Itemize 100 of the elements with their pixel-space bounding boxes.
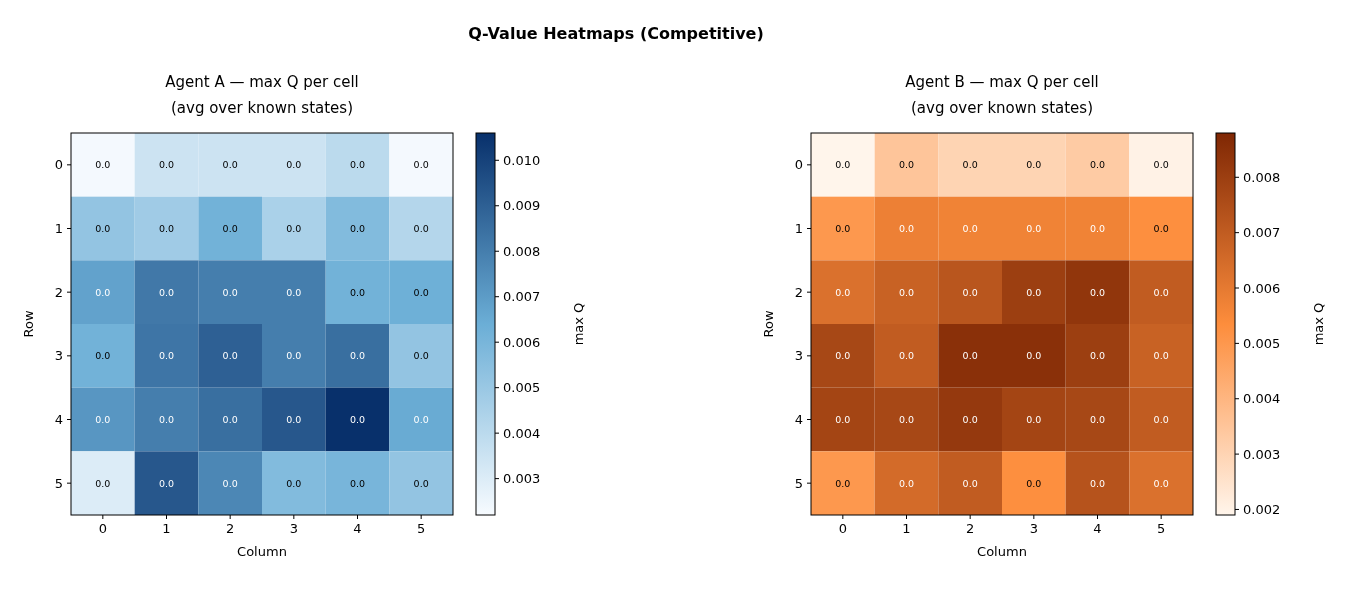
x-axis-title: Column [237, 544, 287, 559]
x-tick-label: 0 [98, 521, 107, 536]
x-tick-label: 1 [162, 521, 171, 536]
data-label: 0.0 [898, 477, 915, 489]
data-label: 0.0 [349, 286, 366, 298]
data-label: 0.0 [286, 223, 302, 234]
color-bar-label: 0.007 [1243, 225, 1281, 241]
data-label: 0.0 [286, 477, 302, 489]
data-label: 0.0 [835, 286, 851, 298]
color-bar-label: 0.009 [503, 198, 541, 214]
data-label: 0.0 [962, 286, 978, 298]
x-tick-label: 3 [289, 521, 298, 536]
x-tick-label: 4 [353, 521, 362, 536]
data-label: 0.0 [1026, 223, 1042, 234]
y-tick-label: 3 [54, 348, 63, 364]
data-label: 0.0 [349, 414, 366, 425]
y-tick-label: 0 [794, 157, 803, 173]
x-tick-label: 5 [1157, 521, 1166, 536]
data-label: 0.0 [962, 223, 978, 234]
y-axis-title: Row [21, 310, 36, 338]
data-label: 0.0 [95, 223, 111, 234]
chart-title: Agent B — max Q per cell (avg over known states) [905, 73, 1099, 117]
data-label: 0.0 [1026, 414, 1042, 425]
color-bar-label: 0.006 [503, 334, 541, 350]
data-label: 0.0 [1026, 286, 1042, 298]
y-tick-label: 5 [794, 475, 803, 491]
color-bar-label: 0.010 [503, 152, 541, 168]
data-label: 0.0 [222, 477, 238, 489]
data-label: 0.0 [1089, 350, 1106, 362]
data-label: 0.0 [349, 223, 366, 234]
y-tick-label: 2 [54, 284, 63, 300]
data-label: 0.0 [95, 414, 111, 425]
data-label: 0.0 [349, 477, 366, 489]
data-label: 0.0 [835, 223, 851, 234]
x-tick-label: 1 [902, 521, 911, 536]
y-tick-label: 4 [54, 412, 63, 427]
data-label: 0.0 [835, 350, 851, 362]
x-tick-label: 5 [417, 521, 426, 536]
x-axis-title: Column [977, 544, 1027, 559]
data-label: 0.0 [1026, 159, 1042, 171]
data-label: 0.0 [1026, 350, 1042, 362]
data-label: 0.0 [222, 159, 238, 171]
data-label: 0.0 [286, 286, 302, 298]
y-tick-label: 1 [794, 221, 803, 236]
data-label: 0.0 [962, 414, 978, 425]
data-label: 0.0 [1089, 477, 1106, 489]
x-tick-label: 4 [1093, 521, 1102, 536]
data-label: 0.0 [898, 414, 915, 425]
data-label: 0.0 [95, 350, 111, 362]
data-label: 0.0 [158, 286, 175, 298]
data-label: 0.0 [413, 477, 429, 489]
color-bar-label: 0.005 [503, 380, 541, 396]
data-label: 0.0 [222, 414, 238, 425]
y-tick-label: 1 [54, 221, 63, 236]
data-label: 0.0 [1153, 159, 1169, 171]
data-label: 0.0 [158, 477, 175, 489]
data-label: 0.0 [413, 414, 429, 425]
data-label: 0.0 [95, 286, 111, 298]
data-label: 0.0 [898, 159, 915, 171]
data-label: 0.0 [95, 477, 111, 489]
data-label: 0.0 [898, 223, 915, 234]
data-label: 0.0 [413, 223, 429, 234]
data-label: 0.0 [1089, 159, 1106, 171]
color-bar-label: 0.002 [1243, 501, 1281, 517]
y-axis-title: Row [761, 310, 776, 338]
data-label: 0.0 [962, 350, 978, 362]
color-bar-label: 0.008 [1243, 169, 1281, 185]
data-label: 0.0 [1089, 286, 1106, 298]
y-tick-label: 2 [794, 284, 803, 300]
x-tick-label: 2 [966, 521, 975, 536]
x-tick-label: 3 [1029, 521, 1038, 536]
data-label: 0.0 [1153, 223, 1169, 234]
y-tick-label: 0 [54, 157, 63, 173]
data-label: 0.0 [158, 414, 175, 425]
color-bar-label: 0.003 [1243, 446, 1281, 462]
color-bar-label: 0.004 [503, 425, 541, 441]
data-label: 0.0 [1089, 414, 1106, 425]
data-label: 0.0 [1153, 477, 1169, 489]
data-label: 0.0 [349, 159, 366, 171]
data-label: 0.0 [413, 350, 429, 362]
data-label: 0.0 [835, 477, 851, 489]
data-label: 0.0 [1026, 477, 1042, 489]
data-label: 0.0 [286, 414, 302, 425]
color-bar-title: max Q [1311, 302, 1326, 346]
data-label: 0.0 [835, 159, 851, 171]
color-bar-label: 0.007 [503, 289, 541, 305]
data-label: 0.0 [413, 159, 429, 171]
color-bar-title: max Q [571, 302, 586, 346]
data-label: 0.0 [962, 477, 978, 489]
data-label: 0.0 [835, 414, 851, 425]
color-bar-label: 0.006 [1243, 280, 1281, 296]
color-bar-label: 0.005 [1243, 335, 1281, 351]
data-label: 0.0 [158, 159, 175, 171]
data-label: 0.0 [158, 223, 175, 234]
data-label: 0.0 [898, 350, 915, 362]
data-label: 0.0 [158, 350, 175, 362]
color-bar-label: 0.004 [1243, 391, 1281, 407]
color-bar-label: 0.003 [503, 471, 541, 487]
y-tick-label: 5 [54, 475, 63, 491]
data-label: 0.0 [349, 350, 366, 362]
